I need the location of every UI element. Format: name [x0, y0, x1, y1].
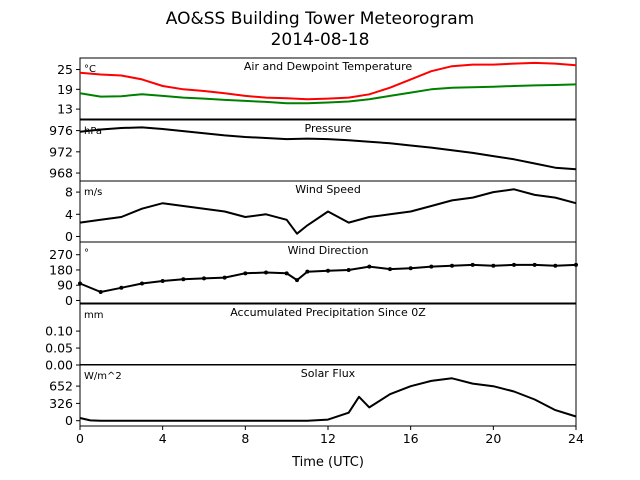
x-tick-label: 16 [403, 431, 419, 446]
figure-title-line2: 2014-08-18 [271, 30, 370, 50]
y-tick-label: 652 [49, 379, 73, 394]
x-tick-label: 4 [159, 431, 167, 446]
panel-5: Solar Flux W/m^2 0 326 652 [49, 364, 577, 430]
y-tick-label: 968 [49, 166, 73, 181]
y-tick-label: 0.00 [45, 358, 73, 373]
figure-title-line1: AO&SS Building Tower Meteorogram [166, 9, 474, 29]
x-axis-label: Time (UTC) [291, 455, 364, 470]
panel-frame [79, 57, 577, 120]
y-tick-label: 25 [57, 62, 73, 77]
series-line-0 [79, 263, 577, 294]
y-tick-label: 0.10 [45, 324, 73, 339]
panel-title: Wind Direction [288, 244, 369, 257]
panel-title: Accumulated Precipitation Since 0Z [230, 306, 426, 319]
y-tick-label: 13 [57, 102, 73, 117]
y-tick-label: 4 [65, 207, 73, 222]
y-tick-label: 180 [49, 262, 73, 277]
unit-label: hPa [84, 126, 102, 137]
series-line-0 [79, 188, 577, 235]
y-tick-label: 0.05 [45, 341, 73, 356]
unit-label: mm [84, 310, 103, 321]
y-tick-label: 0 [65, 413, 73, 428]
series-line-1 [79, 83, 577, 105]
panel-title: Air and Dewpoint Temperature [244, 60, 412, 73]
unit-label: °C [84, 64, 96, 75]
y-tick-label: 0 [65, 293, 73, 308]
series-line-0 [79, 61, 577, 101]
series-line-0 [79, 377, 577, 422]
unit-label: W/m^2 [84, 371, 122, 382]
panel-frame [79, 364, 577, 427]
panel-title: Wind Speed [295, 183, 361, 196]
x-tick-label: 0 [76, 431, 84, 446]
y-tick-label: 326 [49, 396, 73, 411]
y-tick-label: 270 [49, 247, 73, 262]
x-tick-label: 8 [241, 431, 249, 446]
panels: Air and Dewpoint Temperature °C 13 19 25 Pres… [45, 57, 584, 446]
panel-1: Pressure hPa 968 972 976 [49, 119, 577, 185]
panel-title: Pressure [305, 122, 352, 135]
y-tick-label: 972 [49, 144, 73, 159]
unit-label: m/s [84, 187, 102, 198]
y-tick-label: 8 [65, 185, 73, 200]
panel-2: Wind Speed m/s 0 4 8 [65, 180, 577, 246]
y-tick-label: 19 [57, 82, 73, 97]
y-tick-label: 0 [65, 229, 73, 244]
x-tick-label: 12 [320, 431, 336, 446]
y-tick-label: 976 [49, 123, 73, 138]
x-tick-label: 20 [485, 431, 501, 446]
panel-0: Air and Dewpoint Temperature °C 13 19 25 [57, 57, 577, 123]
panel-frame [79, 119, 577, 182]
x-tick-label: 24 [568, 431, 584, 446]
panel-frame [79, 303, 577, 366]
y-tick-label: 90 [57, 278, 73, 293]
panel-4: Accumulated Precipitation Since 0Z mm 0.00… [45, 303, 577, 373]
unit-label: ° [84, 248, 89, 259]
series-line-0 [79, 126, 577, 171]
panel-title: Solar Flux [301, 367, 356, 380]
